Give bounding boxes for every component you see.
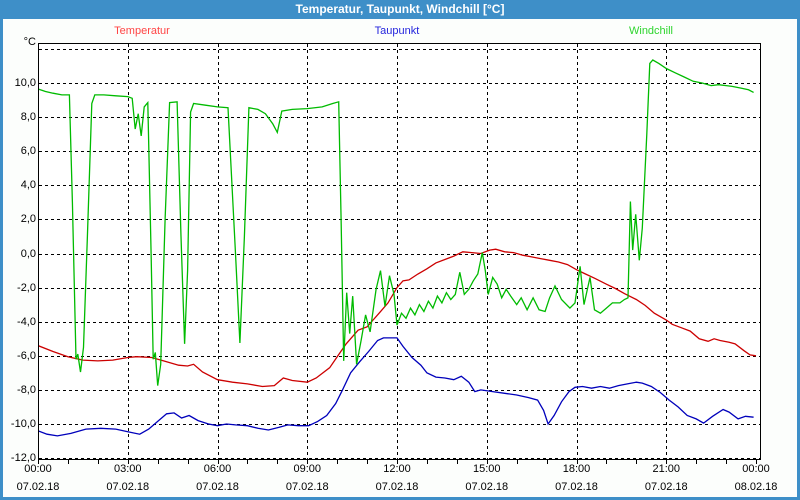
series-windchill [39,59,754,386]
legend-item-taupunkt: Taupunkt [374,25,420,37]
y-tick-label: 6,0 [20,145,36,158]
y-tick-label: 10,0 [14,77,36,89]
x-tick-time-label: 00:00 [742,463,770,475]
chart-canvas: °C Temperatur Taupunkt Windchill 10,0 8,0… [3,19,797,497]
legend-item-windchill: Windchill [628,25,674,37]
y-tick-label: -12,0 [10,452,36,465]
y-tick-label: -2,0 [17,281,36,294]
x-tick-date-label: 07.02.18 [196,481,239,493]
y-tick-label: 0,0 [20,247,36,260]
x-tick-time-label: 03:00 [113,463,142,475]
y-tick-label: -8,0 [17,383,36,396]
x-tick-date-label: 08.02.18 [734,481,778,493]
y-axis-unit-label: °C [23,36,36,48]
x-tick-date-label: 07.02.18 [285,481,329,493]
y-tick-label: 2,0 [20,213,36,226]
y-tick-label: 4,0 [20,179,36,192]
x-tick-time-label: 06:00 [203,463,232,475]
x-tick-date-label: 07.02.18 [465,481,509,493]
x-tick-date-label: 07.02.18 [375,481,419,493]
series-taupunkt [39,337,754,437]
y-tick-label: -4,0 [17,315,36,328]
x-tick-time-label: 18:00 [562,463,591,475]
x-tick-date-label: 07.02.18 [555,481,598,493]
x-tick-time-label: 00:00 [24,463,52,475]
x-tick-date-label: 07.02.18 [106,481,150,493]
series-temperatur [39,248,757,388]
window-titlebar: Temperatur, Taupunkt, Windchill [°C] [0,0,800,19]
x-tick-time-label: 09:00 [293,463,322,475]
x-tick-date-label: 07.02.18 [16,481,60,493]
window-title: Temperatur, Taupunkt, Windchill [°C] [295,2,505,16]
x-tick-date-label: 07.02.18 [644,481,688,493]
x-tick-time-label: 12:00 [383,463,411,475]
plot-svg [38,43,761,464]
y-tick-label: 8,0 [20,111,36,124]
y-tick-label: -10,0 [10,418,36,430]
legend-item-temperatur: Temperatur [114,25,170,37]
y-tick-label: -6,0 [17,349,36,362]
x-tick-time-label: 15:00 [472,463,501,475]
x-tick-time-label: 21:00 [652,463,681,475]
chart-panel: °C Temperatur Taupunkt Windchill 10,0 8,0… [3,19,797,497]
